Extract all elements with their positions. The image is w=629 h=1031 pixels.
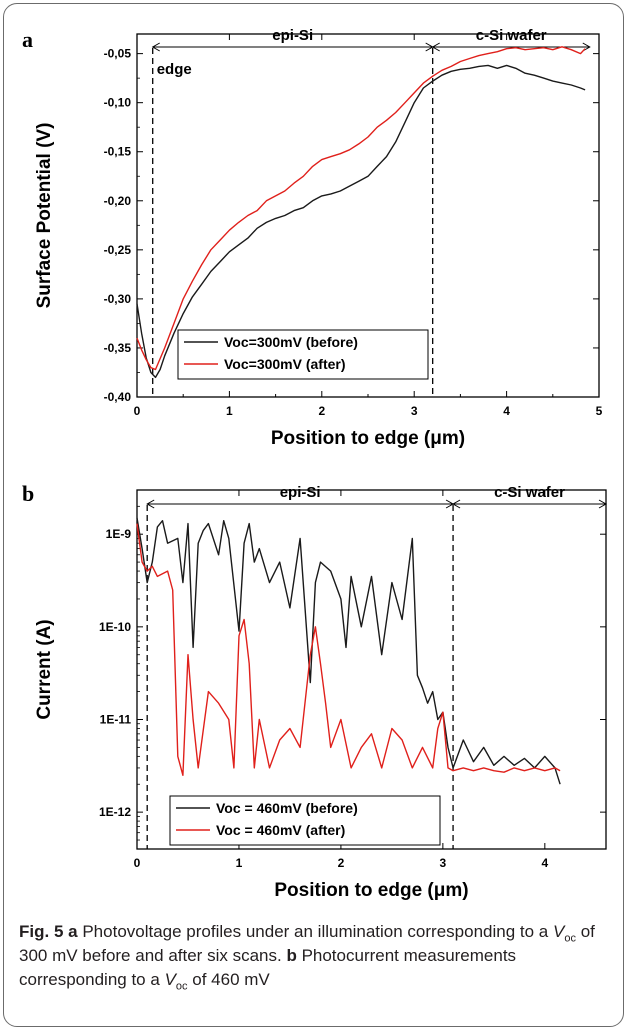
chart-b-series-line-after xyxy=(136,523,561,776)
chart-a-region-label: epi-Si xyxy=(272,27,313,44)
chart-b-region-arrowhead-right xyxy=(598,499,608,509)
chart-a-annotation-edge: edge xyxy=(157,61,192,78)
caption-b-label: b xyxy=(286,946,297,965)
chart-a-ytick-label: -0,40 xyxy=(104,390,132,404)
chart-a-ytick-label: -0,25 xyxy=(104,243,132,257)
chart-a-legend-box xyxy=(177,329,429,380)
chart-a-ytick-label: -0,15 xyxy=(104,145,132,159)
chart-a-xtick-label: 1 xyxy=(226,404,233,418)
chart-b-ytick-label: 1E-10 xyxy=(99,620,131,634)
caption-a-text-2: of 300 mV before and after six scans. xyxy=(19,922,595,965)
chart-a-region-label: c-Si wafer xyxy=(476,27,547,44)
chart-a-ytick-label: -0,30 xyxy=(104,292,132,306)
caption-voc-sub-b: oc xyxy=(175,980,188,993)
figure-caption: Fig. 5 a Photovoltage profiles under an … xyxy=(19,920,614,992)
chart-a-legend-label: Voc=300mV (after) xyxy=(224,356,346,372)
chart-a-ytick-label: -0,20 xyxy=(104,194,132,208)
caption-fig-label: Fig. 5 xyxy=(19,922,64,941)
caption-a-text-1: Photovoltage profiles under an illuminat… xyxy=(82,922,549,941)
chart-b-legend-label: Voc = 460mV (after) xyxy=(216,822,345,838)
chart-b-xtick-label: 1 xyxy=(236,856,243,870)
figure-frame xyxy=(3,3,624,1027)
chart-b-x-axis-title: Position to edge (μm) xyxy=(274,880,468,901)
chart-a-xtick-label: 0 xyxy=(134,404,141,418)
chart-a-series-line-after xyxy=(136,46,586,371)
chart-a-xtick-label: 3 xyxy=(411,404,418,418)
chart-b-xtick-label: 4 xyxy=(541,856,548,870)
chart-a-panel-label: a xyxy=(22,27,33,52)
chart-a-y-axis-title: Surface Potential (V) xyxy=(34,123,55,309)
chart-a-region-arrowhead-left xyxy=(431,42,440,52)
chart-b-legend-label: Voc = 460mV (before) xyxy=(216,800,358,816)
chart-b: 0 1 2 3 4 1E-9 1E-10 1E-11 1E-12 Position to edge… xyxy=(22,481,608,901)
caption-a-label: a xyxy=(68,922,78,941)
chart-b-ytick-label: 1E-9 xyxy=(106,527,132,541)
caption-voc-v-a: V xyxy=(552,922,565,941)
chart-b-region-arrowhead-left xyxy=(146,499,155,509)
chart-a-xtick-label: 5 xyxy=(596,404,603,418)
chart-a-region-arrowhead-left xyxy=(151,42,160,52)
chart-b-region-arrowhead-left xyxy=(452,499,461,509)
chart-a-xtick-label: 4 xyxy=(503,404,510,418)
chart-a: 0 1 2 3 4 5 -0,05 -0,10 -0,15 -0,20 -0,25 -0,30 -0,3… xyxy=(22,27,603,449)
caption-b-text-1: Photocurrent measurements corresponding … xyxy=(19,946,517,989)
chart-b-xtick-label: 2 xyxy=(338,856,345,870)
chart-b-series-line-before xyxy=(136,517,561,785)
chart-a-legend-label: Voc=300mV (before) xyxy=(224,334,358,350)
chart-b-xtick-label: 0 xyxy=(134,856,141,870)
chart-a-x-axis-title: Position to edge (μm) xyxy=(271,428,465,449)
chart-b-xtick-label: 3 xyxy=(440,856,447,870)
chart-b-y-axis-title: Current (A) xyxy=(34,619,55,719)
chart-b-plot-frame xyxy=(136,489,607,850)
chart-a-ytick-label: -0,10 xyxy=(104,96,132,110)
chart-b-panel-label: b xyxy=(22,481,34,506)
caption-voc-sub-a: oc xyxy=(564,932,576,945)
chart-b-ytick-label: 1E-11 xyxy=(100,712,132,726)
chart-a-xtick-label: 2 xyxy=(318,404,325,418)
chart-b-ytick-label: 1E-12 xyxy=(99,805,131,819)
chart-b-region-label: c-Si wafer xyxy=(494,484,565,501)
chart-a-series-line-before xyxy=(136,64,586,379)
caption-voc-v-b: V xyxy=(164,970,176,989)
chart-b-legend-box xyxy=(169,795,441,846)
chart-a-ytick-label: -0,35 xyxy=(104,341,132,355)
caption-b-text-2: of 460 mV xyxy=(192,970,270,989)
chart-b-region-label: epi-Si xyxy=(280,484,321,501)
chart-a-ytick-label: -0,05 xyxy=(104,47,132,61)
